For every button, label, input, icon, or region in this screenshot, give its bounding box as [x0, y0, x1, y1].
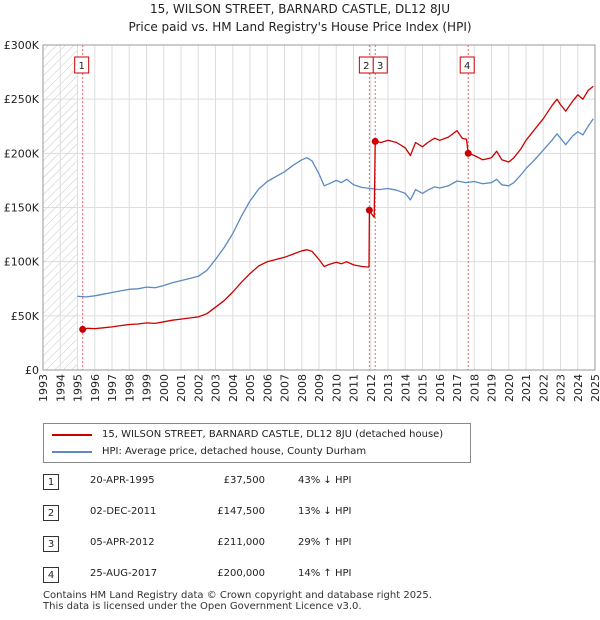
sale-marker-box	[372, 56, 388, 74]
x-tick-label: 1998	[123, 374, 136, 402]
sale-marker-box	[459, 56, 475, 74]
x-tick-label: 2018	[468, 374, 481, 402]
x-tick-label: 2020	[503, 374, 516, 402]
x-tick-label: 1993	[37, 374, 50, 402]
transaction-hpi: 29% ↑ HPI	[298, 537, 352, 548]
legend-label-property: 15, WILSON STREET, BARNARD CASTLE, DL12 …	[102, 429, 444, 440]
transaction-number: 2	[43, 505, 59, 521]
sale-marker-label: 4	[464, 61, 470, 72]
sale-marker-label: 1	[78, 61, 84, 72]
x-tick-label: 2021	[520, 374, 533, 402]
transaction-number: 1	[43, 474, 59, 490]
y-tick-label: £50K	[11, 310, 40, 323]
y-tick-label: £250K	[4, 93, 40, 106]
transaction-price: £200,000	[217, 568, 265, 579]
x-tick-label: 2008	[296, 374, 309, 402]
legend-swatch-hpi	[52, 451, 92, 453]
transaction-hpi: 43% ↓ HPI	[298, 475, 352, 486]
x-tick-label: 2025	[589, 374, 600, 402]
transaction-number: 3	[43, 536, 59, 552]
x-tick-label: 1999	[141, 374, 154, 402]
legend: 15, WILSON STREET, BARNARD CASTLE, DL12 …	[43, 423, 471, 463]
x-tick-label: 1996	[89, 374, 102, 402]
transaction-price: £147,500	[217, 506, 265, 517]
footer-copyright: Contains HM Land Registry data © Crown c…	[43, 590, 432, 601]
plot-frame	[42, 44, 596, 371]
sale-marker-label: 2	[363, 61, 369, 72]
x-tick-label: 2012	[365, 374, 378, 402]
x-tick-label: 2000	[158, 374, 171, 402]
x-tick-label: 2019	[486, 374, 499, 402]
transaction-date: 25-AUG-2017	[90, 568, 158, 579]
transaction-price: £37,500	[223, 475, 265, 486]
sale-marker-box	[74, 56, 90, 74]
chart-title: 15, WILSON STREET, BARNARD CASTLE, DL12 …	[149, 2, 450, 16]
x-tick-label: 2001	[175, 374, 188, 402]
table-row: 3 05-APR-2012 £211,000 29% ↑ HPI	[43, 534, 463, 554]
table-row: 2 02-DEC-2011 £147,500 13% ↓ HPI	[43, 503, 463, 523]
y-tick-label: £0	[25, 364, 39, 377]
x-tick-label: 2017	[451, 374, 464, 402]
transaction-date: 05-APR-2012	[90, 537, 155, 548]
transaction-date: 02-DEC-2011	[90, 506, 157, 517]
sale-point	[365, 206, 373, 214]
x-tick-label: 1995	[72, 374, 85, 402]
transaction-price: £211,000	[217, 537, 265, 548]
x-tick-label: 2003	[210, 374, 223, 402]
sale-marker-label: 3	[377, 61, 383, 72]
x-tick-label: 2015	[417, 374, 430, 402]
sale-point	[79, 325, 87, 333]
x-tick-label: 2004	[227, 374, 240, 402]
transaction-hpi: 14% ↑ HPI	[298, 568, 352, 579]
table-row: 1 20-APR-1995 £37,500 43% ↓ HPI	[43, 472, 463, 492]
x-tick-label: 2002	[192, 374, 205, 402]
x-tick-label: 2022	[537, 374, 550, 402]
price-chart: 1 2 3 4 £0 £50K £100K £150K £200K £250K £300K 1993 1…	[4, 39, 600, 402]
footer: Contains HM Land Registry data © Crown c…	[43, 590, 432, 612]
transaction-number: 4	[43, 567, 59, 583]
x-tick-label: 2014	[399, 374, 412, 402]
x-tick-label: 2006	[261, 374, 274, 402]
y-tick-label: £150K	[4, 202, 40, 215]
x-tick-label: 1997	[106, 374, 119, 402]
hpi-line	[77, 118, 594, 298]
x-tick-label: 1994	[54, 374, 67, 402]
sale-point	[464, 149, 472, 157]
sale-point	[371, 137, 379, 145]
x-tick-label: 2005	[244, 374, 257, 402]
y-tick-label: £100K	[4, 256, 40, 269]
x-tick-label: 2011	[348, 374, 361, 402]
x-tick-label: 2024	[572, 374, 585, 402]
transaction-date: 20-APR-1995	[90, 475, 155, 486]
transaction-hpi: 13% ↓ HPI	[298, 506, 352, 517]
legend-swatch-property	[52, 434, 92, 436]
footer-license: This data is licensed under the Open Gov…	[43, 601, 362, 612]
x-tick-label: 2023	[555, 374, 568, 402]
legend-label-hpi: HPI: Average price, detached house, Coun…	[102, 446, 367, 457]
x-tick-label: 2009	[313, 374, 326, 402]
y-tick-label: £200K	[4, 147, 40, 160]
x-tick-label: 2007	[279, 374, 292, 402]
table-row: 4 25-AUG-2017 £200,000 14% ↑ HPI	[43, 565, 463, 585]
x-tick-label: 2010	[330, 374, 343, 402]
y-tick-label: £300K	[4, 39, 40, 52]
chart-subtitle: Price paid vs. HM Land Registry's House …	[128, 20, 472, 34]
x-tick-label: 2016	[434, 374, 447, 402]
x-tick-label: 2013	[382, 374, 395, 402]
